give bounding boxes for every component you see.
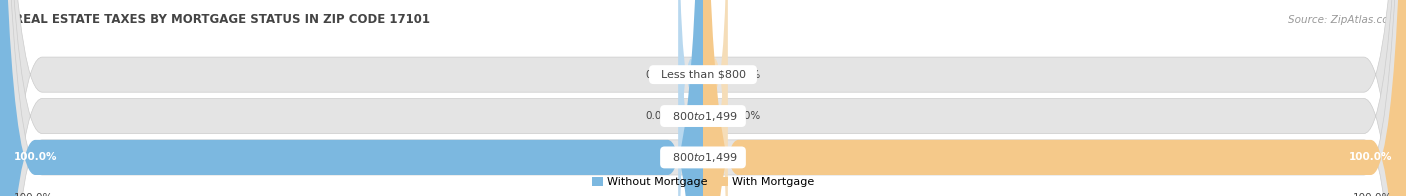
Text: Source: ZipAtlas.com: Source: ZipAtlas.com bbox=[1288, 15, 1399, 25]
Text: 100.0%: 100.0% bbox=[1348, 152, 1392, 162]
Text: 0.0%: 0.0% bbox=[645, 111, 672, 121]
FancyBboxPatch shape bbox=[678, 0, 703, 196]
Text: 100.0%: 100.0% bbox=[14, 192, 53, 196]
FancyBboxPatch shape bbox=[678, 0, 703, 196]
Text: $800 to $1,499: $800 to $1,499 bbox=[665, 110, 741, 122]
Text: 0.0%: 0.0% bbox=[734, 70, 761, 80]
FancyBboxPatch shape bbox=[0, 0, 703, 196]
Text: 100.0%: 100.0% bbox=[14, 152, 58, 162]
Text: Less than $800: Less than $800 bbox=[654, 70, 752, 80]
Text: REAL ESTATE TAXES BY MORTGAGE STATUS IN ZIP CODE 17101: REAL ESTATE TAXES BY MORTGAGE STATUS IN … bbox=[14, 13, 430, 26]
Text: 0.0%: 0.0% bbox=[734, 111, 761, 121]
FancyBboxPatch shape bbox=[703, 0, 728, 196]
FancyBboxPatch shape bbox=[703, 0, 1406, 196]
FancyBboxPatch shape bbox=[703, 0, 728, 196]
Text: 100.0%: 100.0% bbox=[1353, 192, 1392, 196]
Legend: Without Mortgage, With Mortgage: Without Mortgage, With Mortgage bbox=[588, 173, 818, 192]
Text: 0.0%: 0.0% bbox=[645, 70, 672, 80]
Text: $800 to $1,499: $800 to $1,499 bbox=[665, 151, 741, 164]
